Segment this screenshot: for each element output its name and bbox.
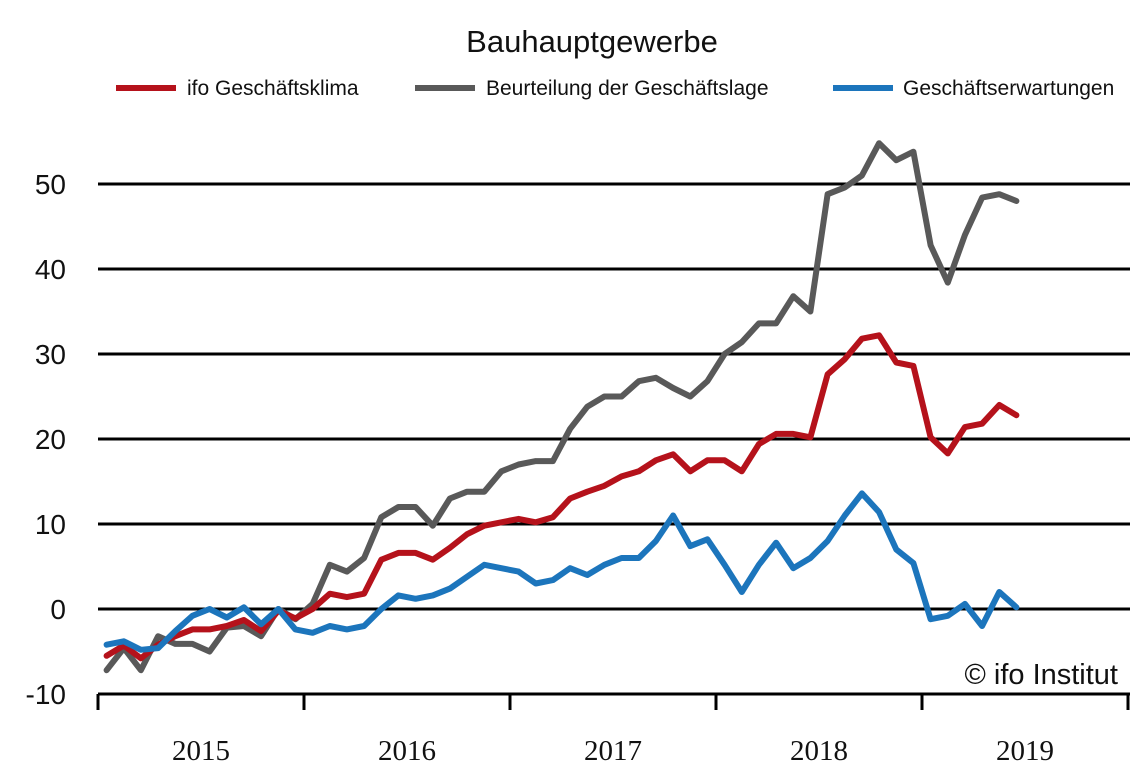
legend-item-climate: ifo Geschäftsklima: [116, 77, 359, 100]
x-axis: 2015 2016 2017 2018 2019: [96, 692, 1130, 767]
legend-item-expectations: Geschäftserwartungen: [833, 77, 1114, 100]
x-tick-label: 2019: [996, 735, 1054, 767]
series-lines: [103, 140, 1020, 674]
y-tick-label: 30: [35, 339, 66, 370]
y-tick-label: 20: [35, 424, 66, 455]
series-line-climate: [103, 332, 1020, 662]
legend-item-situation: Beurteilung der Geschäftslage: [415, 77, 769, 100]
y-tick-label: 50: [35, 169, 66, 200]
legend-label-expectations: Geschäftserwartungen: [903, 77, 1114, 100]
y-tick-label: 10: [35, 509, 66, 540]
series-line-expectations: [103, 490, 1020, 653]
x-tick-label: 2018: [790, 735, 848, 767]
copyright-label: © ifo Institut: [964, 659, 1118, 691]
y-tick-label: 40: [35, 254, 66, 285]
x-tick-label: 2016: [378, 735, 436, 767]
x-tick-label: 2015: [172, 735, 230, 767]
legend-label-climate: ifo Geschäftsklima: [187, 77, 359, 100]
x-tick-label: 2017: [584, 735, 642, 767]
y-tick-label: 0: [50, 594, 66, 625]
y-axis-ticks: 50 40 30 20 10 0 -10: [26, 169, 66, 710]
y-tick-label: -10: [26, 679, 66, 710]
series-line-situation: [103, 140, 1020, 674]
chart-title: Bauhauptgewerbe: [466, 24, 718, 59]
legend: ifo Geschäftsklima Beurteilung der Gesch…: [116, 77, 1114, 100]
legend-label-situation: Beurteilung der Geschäftslage: [486, 77, 769, 100]
